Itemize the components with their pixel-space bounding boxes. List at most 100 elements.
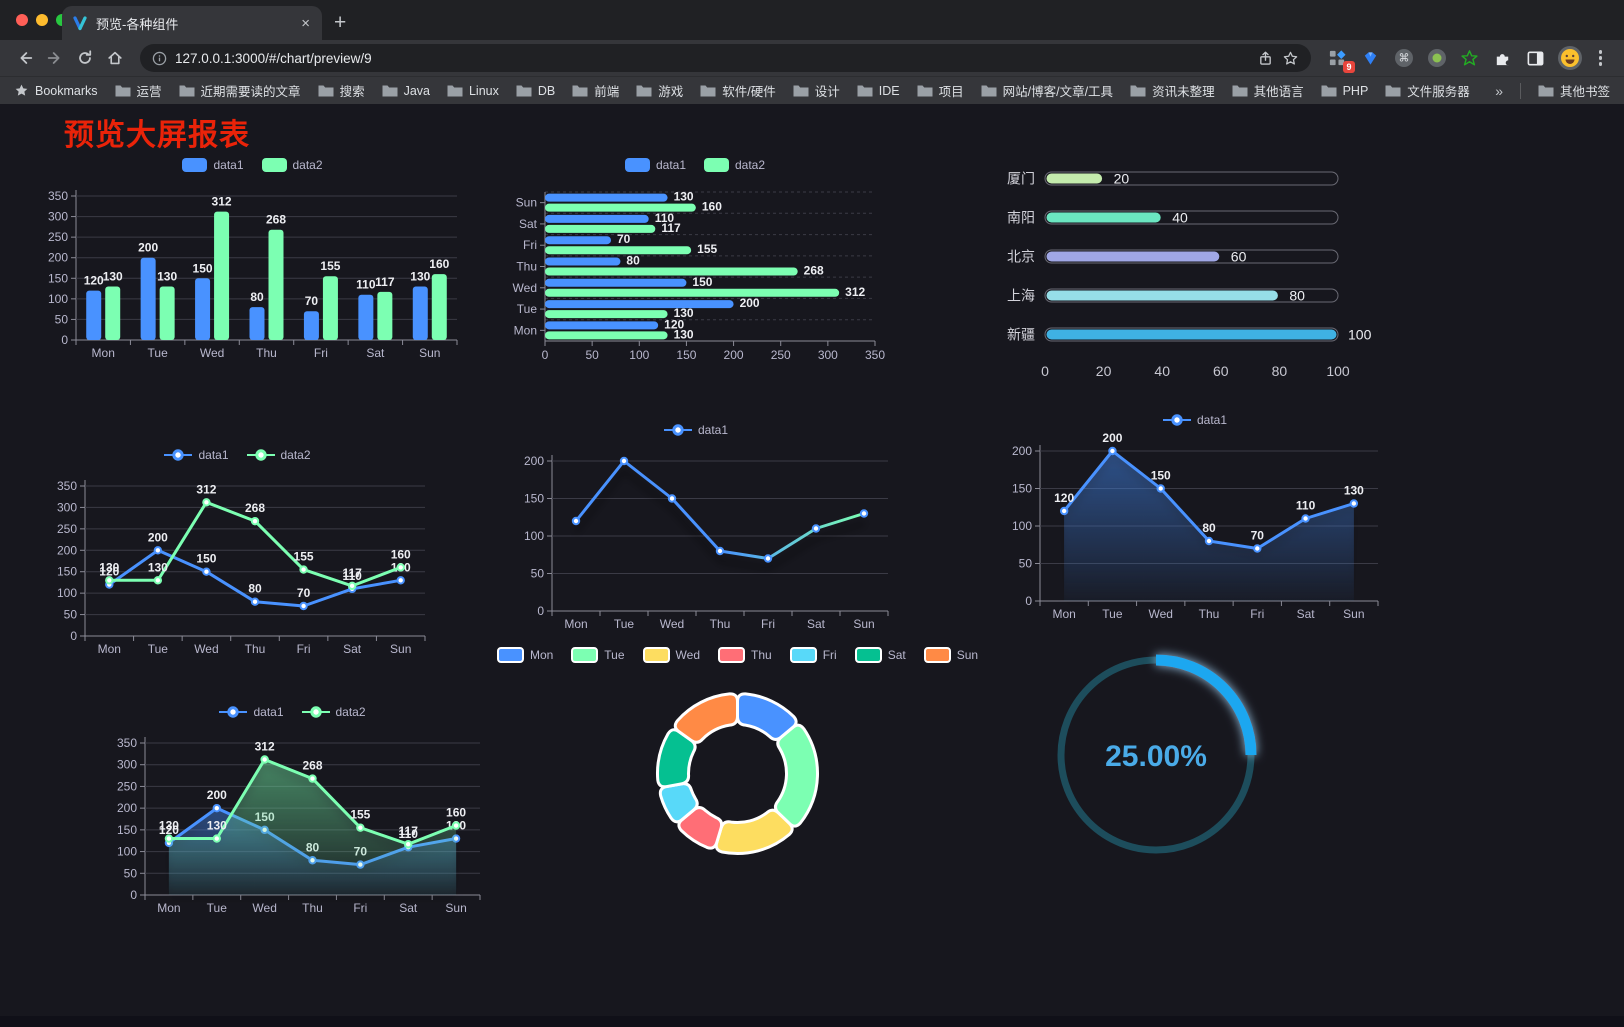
bookmark-folder[interactable]: 游戏 <box>636 81 683 100</box>
bookmark-folder[interactable]: 资讯未整理 <box>1130 81 1215 100</box>
bookmark-folder[interactable]: 运营 <box>115 81 162 100</box>
chart-canvas: 0 50 100 150 200 250 300 350 Mon Tue Wed Thu Fri Sat S… <box>513 190 886 362</box>
home-button[interactable] <box>102 45 128 71</box>
legend-item[interactable]: data1 <box>182 158 244 172</box>
bookmark-folder[interactable]: 项目 <box>917 81 964 100</box>
bookmark-folder[interactable]: 文件服务器 <box>1385 81 1470 100</box>
legend-item[interactable]: Tue <box>571 647 625 663</box>
legend-item[interactable]: Sun <box>923 647 978 663</box>
tab-close-button[interactable]: × <box>301 14 310 32</box>
site-info-icon[interactable] <box>152 51 167 66</box>
chart-two-series-line[interactable]: data1 data2 Mon Tue Wed Thu Fri Sat Sun 0 50 100 150… <box>40 444 435 662</box>
svg-text:100: 100 <box>57 586 77 600</box>
svg-text:Thu: Thu <box>302 901 323 915</box>
legend-item[interactable]: data1 <box>219 705 284 719</box>
folder-icon <box>1385 85 1401 97</box>
svg-text:Sat: Sat <box>1297 607 1316 621</box>
chart-city-progress[interactable]: 厦门 20 南阳 40 北京 60 上海 80 新疆 100 0 20 40 60 80 100 <box>1000 159 1380 391</box>
bookmark-folder[interactable]: PHP <box>1321 84 1368 98</box>
svg-text:130: 130 <box>157 270 177 284</box>
bookmark-folder[interactable]: 近期需要读的文章 <box>179 81 301 100</box>
chart-grouped-hbar[interactable]: data1 data2 0 50 100 150 200 250 300 350 Mon Tue Wed… <box>500 154 890 369</box>
svg-text:150: 150 <box>117 823 137 837</box>
gem-extension-icon[interactable] <box>1360 47 1382 69</box>
bookmark-folder[interactable]: Linux <box>447 84 499 98</box>
legend-item[interactable]: data2 <box>261 158 323 172</box>
svg-text:160: 160 <box>429 257 449 271</box>
extension-grid-icon[interactable]: 9 <box>1327 47 1355 73</box>
bookmark-folder[interactable]: 设计 <box>793 81 840 100</box>
legend-item[interactable]: data2 <box>704 158 765 172</box>
chart-two-series-area[interactable]: data1 data2 Mon Tue Wed Thu Fri Sat Sun 0 50 100 150… <box>95 701 490 921</box>
back-button[interactable] <box>12 45 38 71</box>
side-panel-icon[interactable] <box>1525 47 1547 69</box>
svg-text:130: 130 <box>148 560 168 574</box>
svg-text:268: 268 <box>302 759 322 773</box>
other-bookmarks-item[interactable]: 其他书签 <box>1538 81 1610 100</box>
legend-item[interactable]: Mon <box>496 647 553 663</box>
command-extension-icon[interactable]: ⌘ <box>1393 47 1415 69</box>
bookmarks-overflow-chevron[interactable]: » <box>1495 82 1503 99</box>
green-star-extension-icon[interactable] <box>1459 47 1481 69</box>
svg-text:117: 117 <box>342 566 362 580</box>
reload-button[interactable] <box>72 45 98 71</box>
chart-legend: data1 <box>1000 409 1390 431</box>
legend-item[interactable]: Sat <box>854 647 906 663</box>
legend-item[interactable]: data1 <box>663 423 728 437</box>
tab-strip: 预览-各种组件 × + <box>0 0 1624 40</box>
folder-icon <box>793 85 809 97</box>
svg-text:200: 200 <box>148 530 168 544</box>
legend-item[interactable]: data1 <box>624 158 686 172</box>
bookmark-folder[interactable]: DB <box>516 84 555 98</box>
chart-area-line[interactable]: data1 Mon Tue Wed Thu Fri Sat Sun 0 50 100 150 200 12… <box>1000 409 1390 627</box>
folder-icon <box>981 85 997 97</box>
legend-item[interactable]: Wed <box>642 647 700 663</box>
share-icon[interactable] <box>1257 50 1274 67</box>
legend-item[interactable]: data2 <box>246 448 311 462</box>
chart-week-donut[interactable]: Mon Tue Wed Thu Fri Sat Sun <box>496 644 978 889</box>
svg-text:130: 130 <box>674 306 694 320</box>
bookmark-folder[interactable]: 软件/硬件 <box>700 81 776 100</box>
legend-item[interactable]: data1 <box>164 448 229 462</box>
svg-text:50: 50 <box>55 312 69 326</box>
svg-text:Thu: Thu <box>256 346 277 360</box>
bookmark-folder[interactable]: IDE <box>857 84 900 98</box>
svg-text:80: 80 <box>248 582 262 596</box>
record-dot-extension-icon[interactable] <box>1426 47 1448 69</box>
url-bar[interactable]: 127.0.0.1:3000/#/chart/preview/9 <box>140 44 1311 72</box>
legend-item[interactable]: Thu <box>718 647 772 663</box>
bookmark-folder[interactable]: 前端 <box>572 81 619 100</box>
bookmark-folder[interactable]: 其他语言 <box>1232 81 1304 100</box>
puzzle-extensions-icon[interactable] <box>1492 47 1514 69</box>
svg-text:130: 130 <box>103 270 123 284</box>
minimize-window-button[interactable] <box>36 14 48 26</box>
new-tab-button[interactable]: + <box>334 11 347 34</box>
svg-text:155: 155 <box>350 808 370 822</box>
svg-text:120: 120 <box>84 274 104 288</box>
bookmark-folder[interactable]: Java <box>382 84 430 98</box>
profile-avatar[interactable] <box>1557 46 1582 70</box>
forward-button[interactable] <box>42 45 68 71</box>
svg-text:150: 150 <box>1012 482 1032 496</box>
legend-item[interactable]: Fri <box>789 647 837 663</box>
chart-gradient-line[interactable]: data1 Mon Tue Wed Thu Fri Sat Sun 0 50 100 150 200 <box>500 419 892 637</box>
svg-text:Sat: Sat <box>366 346 385 360</box>
chart-ring-gauge[interactable]: 25.00% <box>1040 639 1272 871</box>
browser-tab[interactable]: 预览-各种组件 × <box>62 6 322 40</box>
svg-text:Thu: Thu <box>516 260 537 274</box>
bookmark-folder[interactable]: 网站/博客/文章/工具 <box>981 81 1113 100</box>
legend-item[interactable]: data1 <box>1162 413 1227 427</box>
close-window-button[interactable] <box>16 14 28 26</box>
svg-text:150: 150 <box>196 552 216 566</box>
svg-text:上海: 上海 <box>1007 288 1035 304</box>
svg-text:南阳: 南阳 <box>1007 210 1035 226</box>
bookmark-folder[interactable]: 搜索 <box>318 81 365 100</box>
svg-text:100: 100 <box>48 292 68 306</box>
svg-text:Tue: Tue <box>148 346 169 360</box>
browser-menu-button[interactable] <box>1593 50 1609 66</box>
bookmarks-manager-item[interactable]: Bookmarks <box>14 83 98 98</box>
legend-item[interactable]: data2 <box>301 705 366 719</box>
svg-text:80: 80 <box>1289 288 1305 304</box>
bookmark-star-icon[interactable] <box>1282 50 1299 67</box>
chart-grouped-bar[interactable]: data1 data2 Mon Tue Wed Thu Fri Sat Sun 0 50 100 150… <box>40 154 465 366</box>
